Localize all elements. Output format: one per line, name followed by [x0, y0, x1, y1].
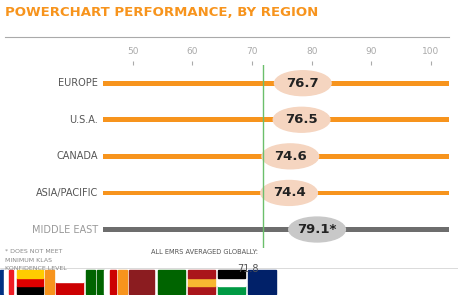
Bar	[4, 270, 9, 294]
Bar	[104, 270, 110, 294]
Ellipse shape	[274, 71, 331, 96]
Bar	[0, 270, 4, 294]
Bar	[86, 270, 95, 294]
Text: KONFIDENCE LEVEL: KONFIDENCE LEVEL	[5, 266, 66, 271]
Text: EUROPE: EUROPE	[59, 78, 98, 88]
Bar	[45, 270, 54, 294]
Bar	[103, 81, 449, 86]
Bar	[17, 270, 43, 278]
Ellipse shape	[273, 107, 330, 132]
Ellipse shape	[262, 144, 319, 169]
Bar	[110, 270, 116, 294]
Text: ASIA/PACIFIC: ASIA/PACIFIC	[36, 188, 98, 198]
Text: 74.4: 74.4	[273, 186, 305, 199]
Bar	[188, 278, 215, 286]
Text: CANADA: CANADA	[57, 151, 98, 161]
Text: 74.6: 74.6	[274, 150, 306, 163]
Bar	[158, 270, 185, 294]
Bar	[56, 282, 83, 294]
Bar	[218, 278, 245, 286]
Text: MINIMUM KLAS: MINIMUM KLAS	[5, 258, 52, 263]
Text: 76.7: 76.7	[286, 77, 319, 90]
Bar	[9, 270, 13, 294]
Text: * DOES NOT MEET: * DOES NOT MEET	[5, 249, 62, 254]
Bar	[56, 270, 83, 282]
Ellipse shape	[261, 181, 317, 205]
Text: 76.5: 76.5	[285, 113, 318, 126]
Text: U.S.A.: U.S.A.	[70, 115, 98, 125]
Bar	[97, 270, 104, 294]
Text: POWERCHART PERFORMANCE, BY REGION: POWERCHART PERFORMANCE, BY REGION	[5, 6, 319, 19]
Bar	[188, 286, 215, 294]
Bar	[248, 270, 276, 294]
Bar	[17, 286, 43, 294]
Text: ALL EMRS AVERAGED GLOBALLY:: ALL EMRS AVERAGED GLOBALLY:	[151, 249, 258, 255]
Bar	[17, 278, 43, 286]
Bar	[129, 270, 154, 294]
Bar	[218, 286, 245, 294]
Text: MIDDLE EAST: MIDDLE EAST	[32, 224, 98, 235]
Bar	[118, 270, 127, 294]
Text: 79.1*: 79.1*	[297, 223, 337, 236]
Bar	[218, 270, 245, 278]
Bar	[103, 154, 449, 159]
Bar	[103, 227, 449, 232]
Bar	[188, 270, 215, 278]
Text: 71.8: 71.8	[237, 264, 258, 274]
Bar	[103, 117, 449, 122]
Bar	[103, 191, 449, 195]
Ellipse shape	[289, 217, 345, 242]
